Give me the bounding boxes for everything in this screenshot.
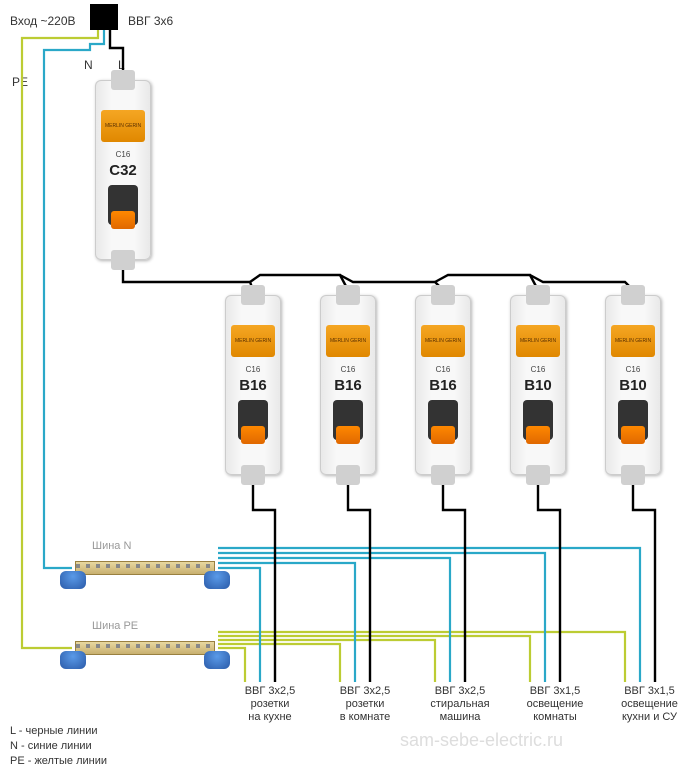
breaker-rating: B16 (320, 377, 376, 394)
breaker-rating: C32 (95, 162, 151, 179)
output-3-label: ВВГ 3х2,5 стиральная машина (420, 685, 500, 725)
breaker-model-tag: C16 (531, 365, 546, 374)
breaker-rating: B10 (605, 377, 661, 394)
output-2-label: ВВГ 3х2,5 розетки в комнате (325, 685, 405, 725)
breaker-bottom-terminal (526, 465, 550, 485)
legend-N: N - синие линии (10, 740, 92, 753)
busbar-foot (204, 571, 230, 589)
breaker-model-tag: C16 (436, 365, 451, 374)
busbar-rail (75, 641, 215, 655)
output-desc2: комнаты (533, 711, 577, 723)
busbar-PE (60, 635, 230, 661)
busbar-foot (60, 651, 86, 669)
breaker-switch[interactable] (618, 400, 648, 440)
breaker-model-tag: C16 (626, 365, 641, 374)
breaker-nameplate: MERLIN GERIN (326, 325, 370, 357)
breaker-model-tag: C16 (341, 365, 356, 374)
input-label-left: Вход ~220В (10, 14, 76, 28)
output-1-label: ВВГ 3х2,5 розетки на кухне (230, 685, 310, 725)
watermark: sam-sebe-electric.ru (400, 730, 563, 751)
main-breaker: MERLIN GERIN C16 C32 (95, 80, 151, 260)
breaker-bottom-terminal (241, 465, 265, 485)
busbar-PE-label: Шина PE (92, 620, 138, 633)
breaker-rating: B16 (225, 377, 281, 394)
output-desc1: освещение (527, 698, 584, 710)
terminal-PE-label: PE (12, 75, 28, 89)
breaker-nameplate: MERLIN GERIN (231, 325, 275, 357)
output-desc1: розетки (251, 698, 290, 710)
breaker-top-terminal (431, 285, 455, 305)
terminal-N-label: N (84, 58, 93, 72)
breaker-2: MERLIN GERIN C16 B16 (320, 295, 376, 475)
breaker-nameplate: MERLIN GERIN (101, 110, 145, 142)
breaker-nameplate: MERLIN GERIN (421, 325, 465, 357)
output-cable: ВВГ 3х2,5 (245, 685, 296, 697)
busbar-rail (75, 561, 215, 575)
output-4-label: ВВГ 3х1,5 освещение комнаты (515, 685, 595, 725)
output-cable: ВВГ 3х2,5 (340, 685, 391, 697)
breaker-top-terminal (111, 70, 135, 90)
legend-PE: PE - желтые линии (10, 755, 107, 768)
legend-L: L - черные линии (10, 725, 98, 738)
output-cable: ВВГ 3х1,5 (530, 685, 581, 697)
busbar-foot (60, 571, 86, 589)
output-desc2: на кухне (248, 711, 291, 723)
breaker-bottom-terminal (621, 465, 645, 485)
breaker-switch[interactable] (238, 400, 268, 440)
breaker-nameplate: MERLIN GERIN (516, 325, 560, 357)
output-desc2: машина (440, 711, 481, 723)
output-desc1: стиральная (430, 698, 489, 710)
breaker-switch[interactable] (333, 400, 363, 440)
breaker-1: MERLIN GERIN C16 B16 (225, 295, 281, 475)
input-entry-block (90, 4, 118, 30)
breaker-switch[interactable] (108, 185, 138, 225)
output-desc1: розетки (346, 698, 385, 710)
breaker-3: MERLIN GERIN C16 B16 (415, 295, 471, 475)
breaker-bottom-terminal (431, 465, 455, 485)
output-5-label: ВВГ 3х1,5 освещение кухни и СУ (607, 685, 692, 725)
breaker-top-terminal (621, 285, 645, 305)
breaker-model-tag: C16 (116, 150, 131, 159)
breaker-model-tag: C16 (246, 365, 261, 374)
breaker-top-terminal (336, 285, 360, 305)
breaker-rating: B16 (415, 377, 471, 394)
busbar-N-label: Шина N (92, 540, 131, 553)
output-desc2: кухни и СУ (622, 711, 677, 723)
breaker-5: MERLIN GERIN C16 B10 (605, 295, 661, 475)
breaker-rating: B10 (510, 377, 566, 394)
input-label-right: ВВГ 3х6 (128, 14, 173, 28)
busbar-foot (204, 651, 230, 669)
breaker-bottom-terminal (111, 250, 135, 270)
output-cable: ВВГ 3х2,5 (435, 685, 486, 697)
breaker-nameplate: MERLIN GERIN (611, 325, 655, 357)
breaker-top-terminal (241, 285, 265, 305)
breaker-switch[interactable] (428, 400, 458, 440)
breaker-4: MERLIN GERIN C16 B10 (510, 295, 566, 475)
breaker-switch[interactable] (523, 400, 553, 440)
busbar-N (60, 555, 230, 581)
output-desc2: в комнате (340, 711, 391, 723)
breaker-top-terminal (526, 285, 550, 305)
output-cable: ВВГ 3х1,5 (624, 685, 675, 697)
output-desc1: освещение (621, 698, 678, 710)
breaker-bottom-terminal (336, 465, 360, 485)
